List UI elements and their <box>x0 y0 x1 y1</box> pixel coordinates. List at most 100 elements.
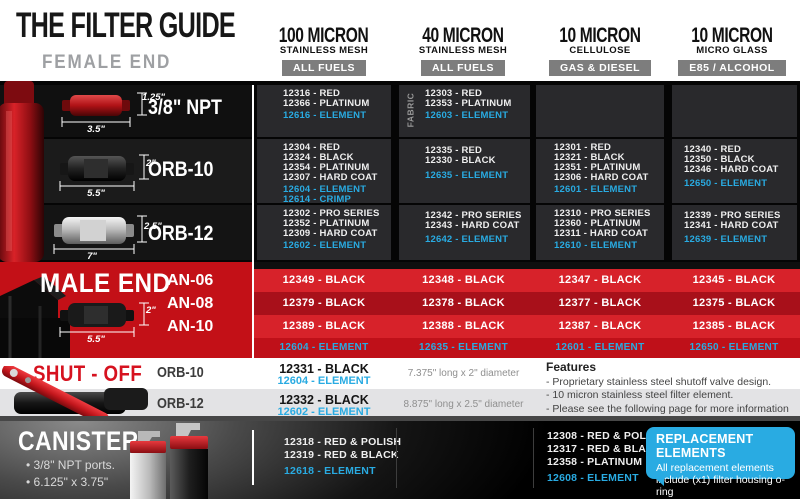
part-numbers: 12308 - RED & POLISH 12317 - RED & BLACK 1… <box>547 430 665 468</box>
micron-rating: 10 MICRON <box>559 24 641 47</box>
part-numbers: 12339 - PRO SERIES 12341 - HARD COAT <box>684 210 781 231</box>
column-header-10-micron-glass: 10 MICRON MICRO GLASS E85 / ALCOHOL <box>662 24 800 76</box>
height-dimension: 2.5" <box>144 221 162 232</box>
cell-an10-glass: 12385 - BLACK <box>692 320 776 332</box>
npt-filter-thumbnail: 1.25" 3.5" <box>54 88 165 136</box>
element-numbers: 12618 - ELEMENT <box>284 465 376 477</box>
cell-orb10-cellulose: 12301 - RED 12321 - BLACK 12351 - PLATINUM… <box>536 139 664 203</box>
element-numbers: 12635 - ELEMENT <box>425 170 509 181</box>
cell-orb12-glass: 12339 - PRO SERIES 12341 - HARD COAT 1263… <box>672 205 797 260</box>
fuel-badge: ALL FUELS <box>281 60 367 76</box>
cell-an08-glass: 12375 - BLACK <box>692 297 776 309</box>
header: THE FILTER GUIDE FEMALE END 100 MICRON S… <box>0 0 800 81</box>
column-divider <box>533 428 534 488</box>
callout-body: All replacement elements include (x1) fi… <box>656 462 785 498</box>
cell-npt-40micron: FABRIC 12303 - RED 12353 - PLATINUM 12603… <box>399 85 530 137</box>
cell-canister-100micron: 12318 - RED & POLISH 12319 - RED & BLACK … <box>284 436 401 478</box>
row-band-an06 <box>253 269 800 292</box>
element-numbers: 12603 - ELEMENT <box>425 110 509 121</box>
micron-rating: 10 MICRON <box>691 24 773 47</box>
shutoff-orb12-part: 12332 - BLACK <box>279 393 369 407</box>
row-band-an10 <box>253 315 800 338</box>
fabric-note: FABRIC <box>405 92 416 128</box>
media-type: MICRO GLASS <box>696 45 768 56</box>
row-label-npt: 3/8" NPT <box>148 96 222 119</box>
orb10-filter-thumbnail: 2" 5.5" <box>54 150 160 199</box>
label-column-divider <box>252 430 254 485</box>
part-numbers: 12316 - RED 12366 - PLATINUM <box>283 88 370 109</box>
cell-an06-40micron: 12348 - BLACK <box>422 274 505 286</box>
label-column-divider <box>252 85 254 358</box>
shutoff-orb10-element: 12604 - ELEMENT <box>277 375 371 387</box>
features-title: Features <box>546 360 597 374</box>
red-filter-bottle-photo <box>0 81 44 262</box>
element-numbers: 12608 - ELEMENT <box>547 472 639 484</box>
cell-an08-100micron: 12379 - BLACK <box>282 297 366 309</box>
part-numbers: 12318 - RED & POLISH 12319 - RED & BLACK <box>284 436 402 461</box>
cell-npt-cellulose-empty <box>536 85 664 137</box>
element-numbers: 12639 - ELEMENT <box>684 234 768 245</box>
row-label-an10: AN-10 <box>167 318 214 335</box>
row-band-an08 <box>253 292 800 315</box>
cell-an06-cellulose: 12347 - BLACK <box>558 274 642 286</box>
cell-orb12-cellulose: 12310 - PRO SERIES 12360 - PLATINUM 12311 … <box>536 205 664 260</box>
canister-specs: • 3/8" NPT ports. • 6.125" x 3.75" <box>26 458 115 489</box>
part-numbers: 12302 - PRO SERIES 12352 - PLATINUM 12309 … <box>283 208 380 239</box>
shutoff-orb10-part: 12331 - BLACK <box>279 362 369 376</box>
element-an-glass: 12650 - ELEMENT <box>689 342 779 353</box>
element-an-100micron: 12604 - ELEMENT <box>279 342 369 353</box>
column-divider <box>396 428 397 488</box>
male-filter-thumbnail: 2" 5.5" <box>54 298 160 346</box>
fuel-badge: GAS & DIESEL <box>548 60 652 76</box>
row-label-orb10: ORB-10 <box>148 158 214 181</box>
inline-filter-image <box>61 92 147 127</box>
section-divider <box>0 416 800 421</box>
cell-orb10-100micron: 12304 - RED 12324 - BLACK 12354 - PLATINUM… <box>257 139 391 203</box>
inline-filter-image <box>59 154 149 191</box>
element-numbers: 12601 - ELEMENT <box>554 184 638 195</box>
media-type: CELLULOSE <box>569 45 631 56</box>
cell-an08-cellulose: 12377 - BLACK <box>558 297 642 309</box>
male-end-title: MALE END <box>40 268 171 298</box>
canister-section: CANISTER • 3/8" NPT ports. • 6.125" x 3.7… <box>0 421 800 499</box>
micron-rating: 100 MICRON <box>279 24 369 47</box>
male-fitting-photo <box>0 276 70 358</box>
cell-an06-100micron: 12349 - BLACK <box>282 274 366 286</box>
inline-filter-image <box>53 215 147 254</box>
element-numbers: 12650 - ELEMENT <box>684 178 768 189</box>
width-dimension: 5.5" <box>87 188 105 199</box>
fuel-badge: E85 / ALCOHOL <box>678 60 786 76</box>
row-label-an08: AN-08 <box>167 295 214 312</box>
width-dimension: 5.5" <box>87 334 105 345</box>
shutoff-orb12-size: 8.875" long x 2.5" diameter <box>403 399 524 410</box>
cell-orb10-40micron: 12335 - RED 12330 - BLACK 12635 - ELEMENT <box>399 139 530 203</box>
column-header-100-micron: 100 MICRON STAINLESS MESH ALL FUELS <box>254 24 394 76</box>
row-label-an06: AN-06 <box>167 272 214 289</box>
cell-an10-40micron: 12388 - BLACK <box>422 320 505 332</box>
height-dimension: 2" <box>146 158 156 169</box>
part-numbers: 12335 - RED 12330 - BLACK <box>425 145 496 166</box>
male-end-section <box>0 262 800 358</box>
part-numbers: 12310 - PRO SERIES 12360 - PLATINUM 12311 … <box>554 208 651 239</box>
column-header-10-micron-cellulose: 10 MICRON CELLULOSE GAS & DIESEL <box>530 24 670 76</box>
part-numbers: 12340 - RED 12350 - BLACK 12346 - HARD COA… <box>684 144 779 175</box>
cell-orb12-40micron: 12342 - PRO SERIES 12343 - HARD COAT 1264… <box>399 205 530 260</box>
shutoff-features: Features - Proprietary stainless steel s… <box>546 360 789 416</box>
canister-photos <box>130 423 208 499</box>
element-an-cellulose: 12601 - ELEMENT <box>555 342 645 353</box>
cell-npt-glass-empty <box>672 85 797 137</box>
cell-an10-cellulose: 12387 - BLACK <box>558 320 642 332</box>
shut-off-title: SHUT - OFF <box>33 361 143 386</box>
cell-orb12-100micron: 12302 - PRO SERIES 12352 - PLATINUM 12309 … <box>257 205 391 260</box>
row-band-elements <box>253 338 800 358</box>
media-type: STAINLESS MESH <box>279 45 369 56</box>
page-title: THE FILTER GUIDE <box>16 6 236 45</box>
shutoff-orb10-size: 7.375" long x 2" diameter <box>407 368 520 379</box>
row-label-shutoff-orb12: ORB-12 <box>157 395 204 412</box>
media-type: STAINLESS MESH <box>418 45 508 56</box>
shutoff-orb12-element: 12602 - ELEMENT <box>277 406 371 418</box>
cell-an10-100micron: 12389 - BLACK <box>282 320 366 332</box>
element-numbers: 12602 - ELEMENT <box>283 240 367 251</box>
